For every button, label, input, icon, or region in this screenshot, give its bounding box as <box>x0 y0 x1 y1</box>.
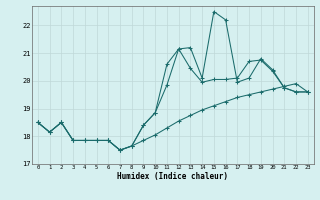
X-axis label: Humidex (Indice chaleur): Humidex (Indice chaleur) <box>117 172 228 181</box>
